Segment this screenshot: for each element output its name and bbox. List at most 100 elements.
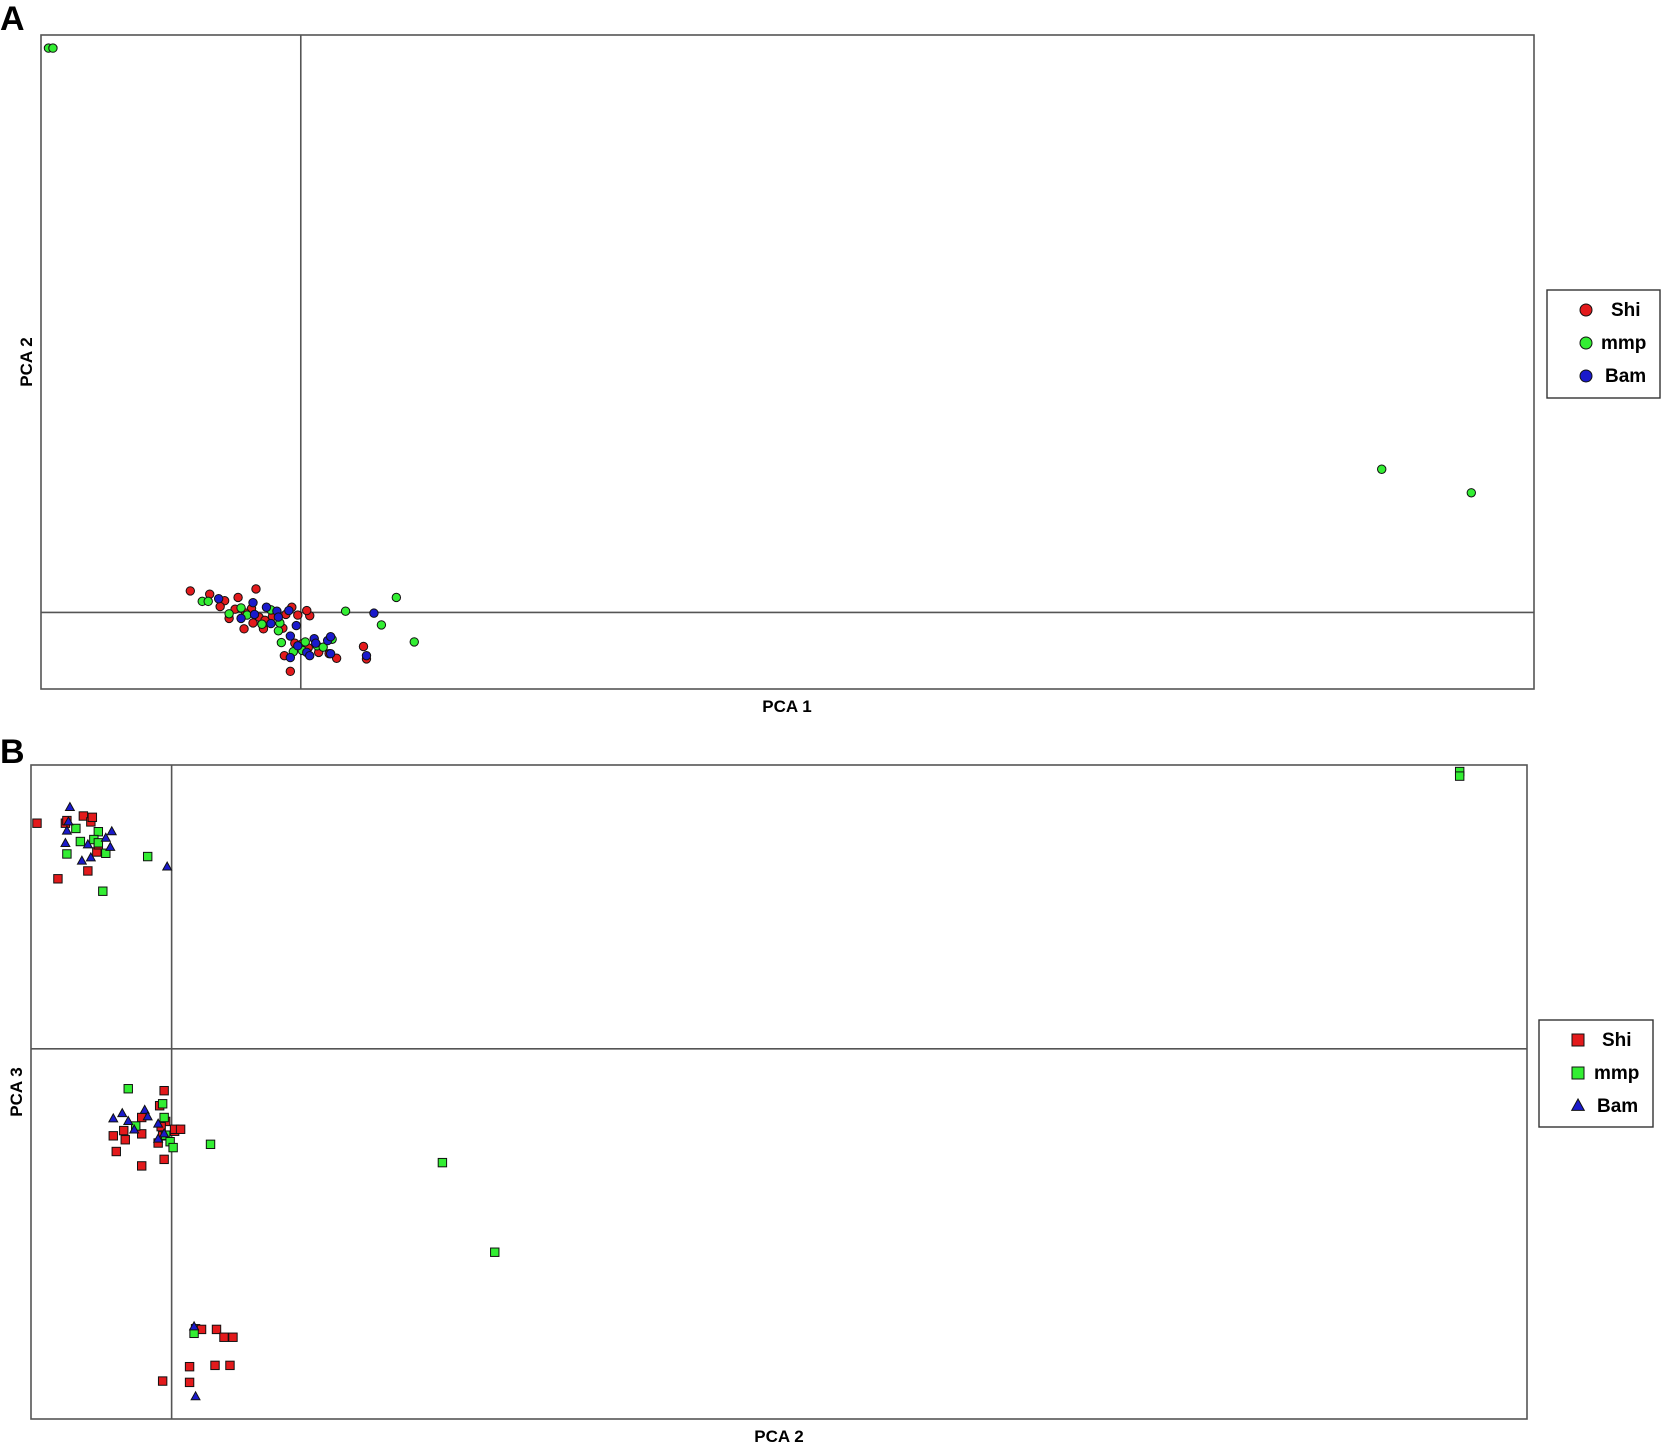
data-point-bam	[285, 652, 296, 663]
legend-marker-shi	[1579, 303, 1593, 317]
data-point-shi	[137, 1161, 147, 1171]
data-point-mmp	[93, 827, 104, 837]
data-point-shi	[159, 1154, 169, 1165]
legend-label-shi-a: Shi	[1611, 300, 1641, 321]
data-point-mmp	[205, 1139, 216, 1150]
data-point-bam	[60, 837, 71, 848]
data-point-shi	[53, 874, 63, 884]
data-point-shi	[111, 1146, 121, 1157]
data-point-shi	[225, 1360, 235, 1371]
data-point-bam	[76, 855, 88, 865]
legend-marker-mmp	[1579, 336, 1593, 350]
data-point-shi	[137, 1129, 147, 1139]
data-point-bam	[139, 1104, 150, 1114]
data-point-shi	[32, 818, 42, 828]
panel-letter-a: A	[0, 0, 25, 38]
data-point-mmp	[203, 596, 213, 607]
data-point-mmp	[490, 1247, 500, 1257]
data-point-bam	[116, 1107, 128, 1118]
data-point-mmp	[75, 836, 86, 847]
data-point-mmp	[62, 849, 72, 859]
data-point-mmp	[189, 1328, 199, 1339]
y-axis-label-b: PCA 3	[7, 1067, 26, 1116]
data-point-mmp	[318, 642, 328, 652]
data-point-mmp	[409, 637, 419, 647]
plot-frame-b	[30, 764, 1528, 1420]
data-point-mmp	[168, 1142, 178, 1153]
data-point-bam	[305, 650, 315, 661]
data-point-shi	[285, 666, 296, 677]
legend-label-bam-a: Bam	[1605, 366, 1646, 387]
data-point-shi	[211, 1324, 222, 1335]
data-point-mmp	[48, 43, 58, 53]
data-point-shi	[251, 584, 261, 594]
data-point-shi	[120, 1135, 130, 1145]
data-point-mmp	[1466, 488, 1476, 498]
x-axis-label-a: PCA 1	[762, 697, 811, 716]
data-point-bam	[291, 620, 302, 631]
data-point-bam	[161, 861, 173, 871]
panel-a: A PCA 1 PCA 2 Shi mmp Bam	[0, 0, 1661, 716]
data-point-mmp	[123, 1084, 133, 1094]
data-point-mmp	[300, 637, 310, 647]
data-point-bam	[64, 801, 76, 812]
data-point-mmp	[1377, 464, 1387, 474]
legend-label-mmp-a: mmp	[1601, 333, 1646, 354]
data-point-bam	[85, 851, 97, 862]
data-point-mmp	[101, 848, 111, 858]
data-point-mmp	[224, 609, 234, 619]
data-point-mmp	[437, 1157, 448, 1168]
data-point-shi	[358, 641, 369, 652]
data-point-shi	[83, 866, 93, 876]
panel-letter-b: B	[0, 733, 25, 771]
data-point-shi	[108, 1131, 118, 1141]
data-point-bam	[325, 631, 336, 642]
points-a	[43, 43, 1476, 677]
data-point-mmp	[1454, 771, 1465, 781]
data-point-shi	[233, 592, 243, 603]
legend-marker-bam	[1570, 1097, 1586, 1111]
data-point-mmp	[142, 851, 153, 862]
data-point-mmp	[157, 1099, 168, 1109]
data-point-shi	[215, 601, 225, 612]
legend-marker-shi	[1571, 1033, 1585, 1047]
data-point-bam	[248, 597, 258, 608]
data-point-bam	[152, 1133, 164, 1143]
data-point-bam	[128, 1123, 140, 1134]
data-point-shi	[119, 1125, 129, 1136]
data-point-mmp	[340, 606, 351, 616]
legend-label-mmp-b: mmp	[1594, 1063, 1639, 1084]
data-point-bam	[361, 650, 372, 661]
data-point-bam	[325, 648, 336, 659]
data-point-mmp	[159, 1112, 169, 1123]
data-point-bam	[261, 602, 272, 612]
data-point-shi	[228, 1332, 238, 1342]
data-point-bam	[61, 825, 73, 835]
data-point-mmp	[71, 823, 81, 834]
data-point-shi	[87, 812, 98, 823]
legend-marker-bam	[1579, 369, 1593, 383]
data-point-bam	[158, 1127, 170, 1138]
legend-box-a	[1546, 289, 1661, 399]
data-point-bam	[311, 638, 321, 648]
data-point-bam	[188, 1320, 200, 1331]
data-point-bam	[369, 608, 379, 618]
data-point-shi	[248, 618, 258, 628]
data-point-shi	[239, 624, 249, 634]
data-point-mmp	[376, 620, 387, 630]
legend-b: Shi mmp Bam	[1538, 1019, 1654, 1128]
data-point-bam	[285, 631, 296, 641]
data-point-shi	[159, 1085, 169, 1096]
panel-b: B PCA 2 PCA 3 Shi mmp Bam	[0, 733, 1654, 1443]
data-point-shi	[175, 1124, 186, 1134]
data-point-mmp	[236, 603, 246, 613]
data-point-bam	[266, 618, 276, 629]
legend-label-shi-b: Shi	[1602, 1030, 1632, 1051]
data-point-bam	[213, 594, 224, 604]
y-axis-label-a: PCA 2	[17, 337, 36, 386]
data-point-bam	[152, 1118, 164, 1128]
data-point-bam	[190, 1390, 201, 1401]
data-point-bam	[108, 1112, 119, 1123]
legend-a: Shi mmp Bam	[1546, 289, 1661, 399]
